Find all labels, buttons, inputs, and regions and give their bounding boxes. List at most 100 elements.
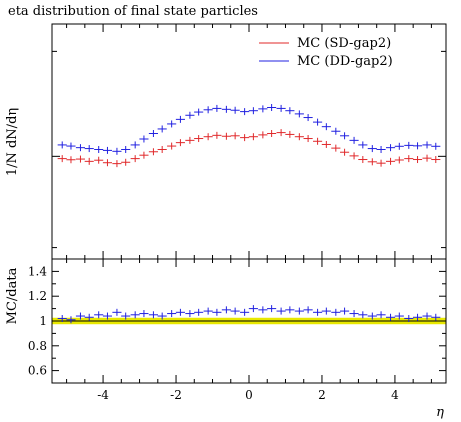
sd-gap2-point [221,132,231,140]
dd-gap2-point [285,107,295,115]
ratio-data-points [57,305,441,324]
sd-gap2-point [248,133,258,141]
dd-gap2-point [194,108,204,116]
dd-gap2-point [57,141,67,149]
sd-gap2-point [130,155,140,163]
ratio-point [376,311,386,319]
ratio-point [57,315,67,323]
ratio-point [212,308,222,316]
dd-gap2-point [130,141,140,149]
dd-gap2-point [258,105,268,113]
y-tick-label: 1.2 [28,289,47,303]
dd-gap2-point [157,125,167,133]
dd-gap2-point [376,145,386,153]
ratio-point [102,312,113,320]
sd-gap2-point [367,158,377,166]
ratio-reference-band [52,317,446,325]
ratio-point [349,310,359,318]
ratio-point [267,305,277,313]
ratio-point [358,311,368,319]
ratio-point [385,313,396,321]
ratio-point [422,312,432,320]
ratio-y-ticks: 0.6 0.8 1 1.2 1.4 [28,258,446,384]
sd-gap2-point [203,133,213,141]
dd-gap2-point [248,107,258,115]
legend-label-sd: MC (SD-gap2) [297,36,391,51]
sd-gap2-point [194,135,204,143]
ratio-point [248,305,258,313]
sd-gap2-point [422,154,432,162]
dd-gap2-point [321,123,331,131]
sd-gap2-point [102,159,113,167]
y-tick-label: 0.6 [28,364,47,378]
sd-gap2-point [112,160,122,168]
sd-gap2-point [385,157,396,165]
dd-gap2-point [175,115,185,123]
main-x-ticks [66,24,432,259]
sd-gap2-point [175,139,185,147]
dd-gap2-point [313,118,323,126]
dd-gap2-point [367,145,377,153]
x-tick-label: 4 [391,388,399,402]
dd-gap2-point [112,147,122,155]
dd-gap2-point [340,132,350,140]
sd-gap2-point [258,131,268,139]
sd-gap2-point [267,130,277,138]
ratio-point [230,307,240,315]
sd-gap2-point [148,148,158,156]
dd-gap2-point [276,104,286,112]
dd-gap2-point [221,105,231,113]
legend: MC (SD-gap2) MC (DD-gap2) [259,36,393,69]
sd-gap2-point [404,155,414,163]
ratio-point [66,316,76,324]
sd-gap2-point [331,144,341,152]
sd-gap2-point [412,156,423,164]
ratio-point [112,308,122,316]
ratio-point [258,306,268,314]
ratio-point [203,307,213,315]
sd-gap2-point [75,155,86,163]
dd-gap2-point [412,142,423,150]
ratio-point [75,312,86,320]
ratio-point [303,306,313,314]
sd-gap2-point [349,152,359,160]
x-tick-label: -2 [170,388,182,402]
dd-gap2-point [422,141,432,149]
ratio-y-axis-label: MC/data [5,267,20,324]
sd-gap2-point [66,156,76,164]
ratio-point [139,310,149,318]
ratio-point [221,306,231,314]
sd-gap2-point [139,151,149,159]
dd-gap2-point [349,136,359,144]
ratio-point [130,311,140,319]
ratio-point [431,313,441,321]
main-y-axis-label: 1/N dN/dη [5,108,20,176]
ratio-point [331,308,341,316]
sd-gap2-point [431,156,441,164]
ratio-point [412,313,423,321]
dd-gap2-point [431,142,441,150]
dd-gap2-point [267,104,277,112]
sd-gap2-point [167,142,177,150]
sd-gap2-point [294,133,304,141]
x-axis-label: η [436,405,444,420]
main-data-points [57,104,441,168]
ratio-point [313,308,323,316]
dd-gap2-point [230,106,240,114]
ratio-point [321,307,331,315]
chart-title: eta distribution of final state particle… [8,4,258,19]
ratio-point [185,310,195,318]
ratio-point [394,312,404,320]
dd-gap2-point [185,111,195,119]
dd-gap2-point [358,141,368,149]
ratio-point [157,312,167,320]
main-y-ticks [52,50,446,249]
ratio-point [194,308,204,316]
sd-gap2-point [94,156,104,164]
dd-gap2-point [167,120,177,128]
sd-gap2-point [303,135,313,143]
sd-gap2-point [285,130,295,138]
ratio-point [175,308,185,316]
ratio-point [404,315,414,323]
